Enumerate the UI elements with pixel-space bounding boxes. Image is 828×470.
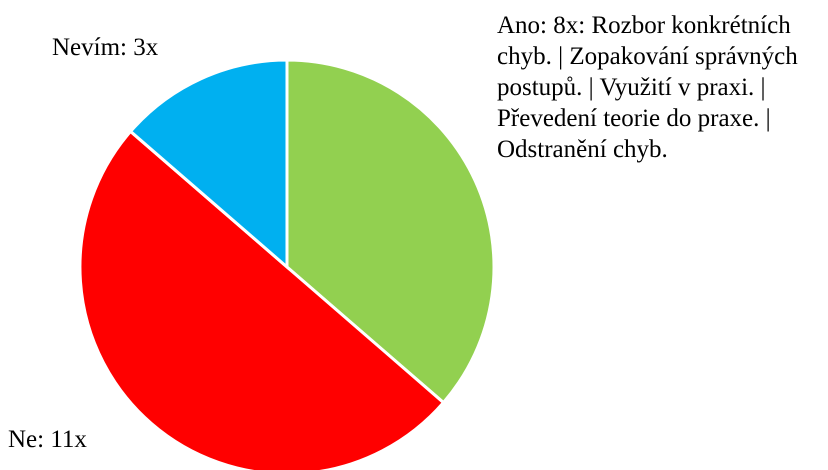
pie-slice [285,58,496,405]
data-label: Nevím: 3x [52,34,159,61]
pie-slice [128,58,289,271]
data-label: Ne: 11x [8,426,87,453]
data-label: Ano: 8x: Rozbor konkrétních chyb. | Zopa… [497,12,798,163]
pie-slice [78,129,446,470]
